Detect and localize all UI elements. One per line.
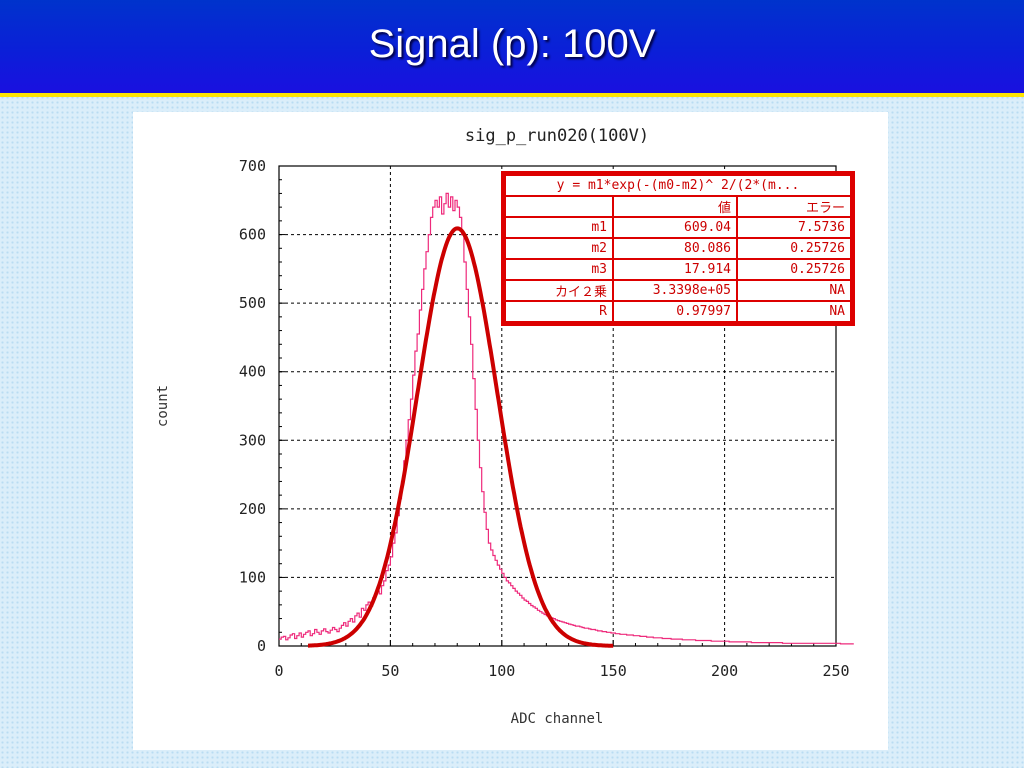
x-axis-label: ADC channel — [511, 711, 604, 727]
param-value: 80.086 — [612, 237, 738, 260]
param-value: 17.914 — [612, 258, 738, 281]
x-tick-label: 150 — [600, 662, 627, 680]
y-tick-label: 700 — [239, 157, 266, 175]
param-error: 7.5736 — [736, 216, 852, 239]
table-row: R 0.97997 NA — [504, 300, 852, 323]
slide-title: Signal (p): 100V — [368, 22, 656, 66]
y-tick-label: 200 — [239, 500, 266, 518]
y-axis-label: count — [155, 385, 171, 427]
plot-frame — [278, 165, 837, 647]
y-tick-label: 0 — [257, 637, 266, 655]
x-tick-label: 100 — [488, 662, 515, 680]
x-tick-label: 250 — [822, 662, 849, 680]
y-tick-label: 100 — [239, 568, 266, 586]
param-name: m1 — [504, 216, 614, 239]
param-error: NA — [736, 300, 852, 323]
table-header-cell — [504, 195, 614, 218]
param-error: NA — [736, 279, 852, 302]
y-tick-label: 600 — [239, 226, 266, 244]
fit-formula: y = m1*exp(-(m0-m2)^ 2/(2*(m... — [504, 174, 852, 197]
table-header-cell: エラー — [736, 195, 852, 218]
table-header-row: 値 エラー — [504, 195, 852, 218]
param-name: カイ２乗 — [504, 279, 614, 302]
param-name: m2 — [504, 237, 614, 260]
x-tick-label: 0 — [274, 662, 283, 680]
param-name: R — [504, 300, 614, 323]
chart-title: sig_p_run020(100V) — [465, 126, 649, 146]
table-row: m1 609.04 7.5736 — [504, 216, 852, 239]
param-value: 0.97997 — [612, 300, 738, 323]
y-tick-label: 300 — [239, 431, 266, 449]
tick-labels: 0 50 100 150 200 250 0 100 200 300 400 500 600 700 — [239, 157, 850, 680]
param-value: 609.04 — [612, 216, 738, 239]
y-tick-label: 400 — [239, 363, 266, 381]
table-row: カイ２乗 3.3398e+05 NA — [504, 279, 852, 302]
x-tick-label: 200 — [711, 662, 738, 680]
param-error: 0.25726 — [736, 237, 852, 260]
table-row: m3 17.914 0.25726 — [504, 258, 852, 281]
y-tick-label: 500 — [239, 294, 266, 312]
param-name: m3 — [504, 258, 614, 281]
table-header-cell: 値 — [612, 195, 738, 218]
slide-header: Signal (p): 100V — [0, 0, 1024, 97]
x-tick-label: 50 — [381, 662, 399, 680]
gaussian-fit-curve — [308, 226, 614, 648]
param-value: 3.3398e+05 — [612, 279, 738, 302]
fit-results-table: y = m1*exp(-(m0-m2)^ 2/(2*(m... 値 エラー m1… — [501, 171, 855, 326]
param-error: 0.25726 — [736, 258, 852, 281]
table-row: m2 80.086 0.25726 — [504, 237, 852, 260]
histogram-series — [279, 192, 854, 645]
